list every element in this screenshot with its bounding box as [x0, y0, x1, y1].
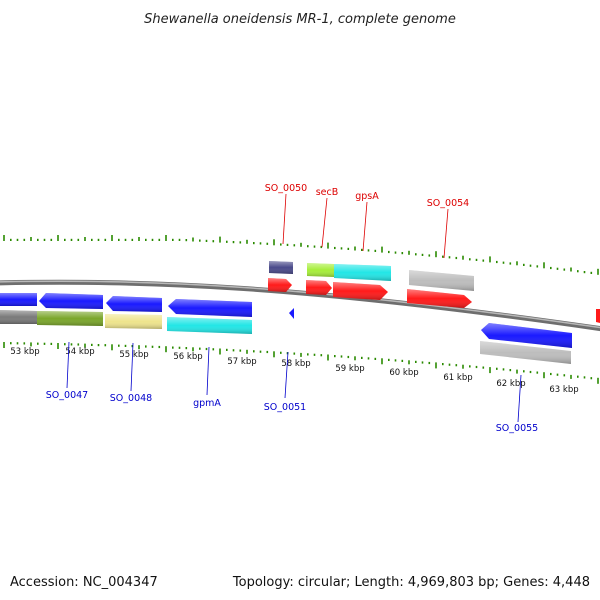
topology-info: Topology: circular; Length: 4,969,803 bp… — [232, 575, 590, 590]
scale-label: 56 kbp — [173, 352, 202, 362]
tick-row-outer — [3, 235, 599, 275]
accession-label: Accession: NC_004347 — [10, 575, 158, 590]
genome-backbone-highlight — [0, 280, 600, 329]
map-title: Shewanella oneidensis MR-1, complete gen… — [144, 12, 456, 27]
scale-label: 61 kbp — [443, 373, 472, 383]
scale-label: 63 kbp — [549, 385, 578, 395]
gene-label-gpsa[interactable]: gpsA — [355, 191, 379, 202]
reverse-strand — [0, 293, 572, 364]
reverse-gene-labels: SO_0047 SO_0048 gpmA SO_0051 SO_0055 — [46, 341, 538, 434]
gene-label-so0055[interactable]: SO_0055 — [496, 423, 538, 434]
gene-label-gpma[interactable]: gpmA — [193, 398, 221, 409]
gene-label-so0051[interactable]: SO_0051 — [264, 402, 306, 413]
scale-label: 62 kbp — [496, 379, 525, 389]
forward-gene-labels: SO_0050 secB gpsA SO_0054 — [265, 183, 469, 259]
scale-label: 54 kbp — [65, 347, 94, 357]
gene-label-secb[interactable]: secB — [316, 187, 339, 198]
gene-label-so0054[interactable]: SO_0054 — [427, 198, 469, 209]
scale-label: 55 kbp — [119, 350, 148, 360]
gene-label-so0048[interactable]: SO_0048 — [110, 393, 152, 404]
genome-backbone — [0, 279, 600, 332]
scale-labels: 53 kbp 54 kbp 55 kbp 56 kbp 57 kbp 58 kb… — [10, 347, 578, 395]
scale-label: 59 kbp — [335, 364, 364, 374]
scale-label: 57 kbp — [227, 357, 256, 367]
forward-strand — [268, 261, 600, 323]
scale-label: 53 kbp — [10, 347, 39, 357]
cds-arrow-so0051[interactable] — [289, 308, 294, 319]
scale-label: 60 kbp — [389, 368, 418, 378]
gene-label-so0050[interactable]: SO_0050 — [265, 183, 307, 194]
cds-arrow-offscreen[interactable] — [596, 309, 600, 323]
tick-row-inner — [3, 342, 599, 384]
scale-label: 58 kbp — [281, 359, 310, 369]
gene-label-so0047[interactable]: SO_0047 — [46, 390, 88, 401]
